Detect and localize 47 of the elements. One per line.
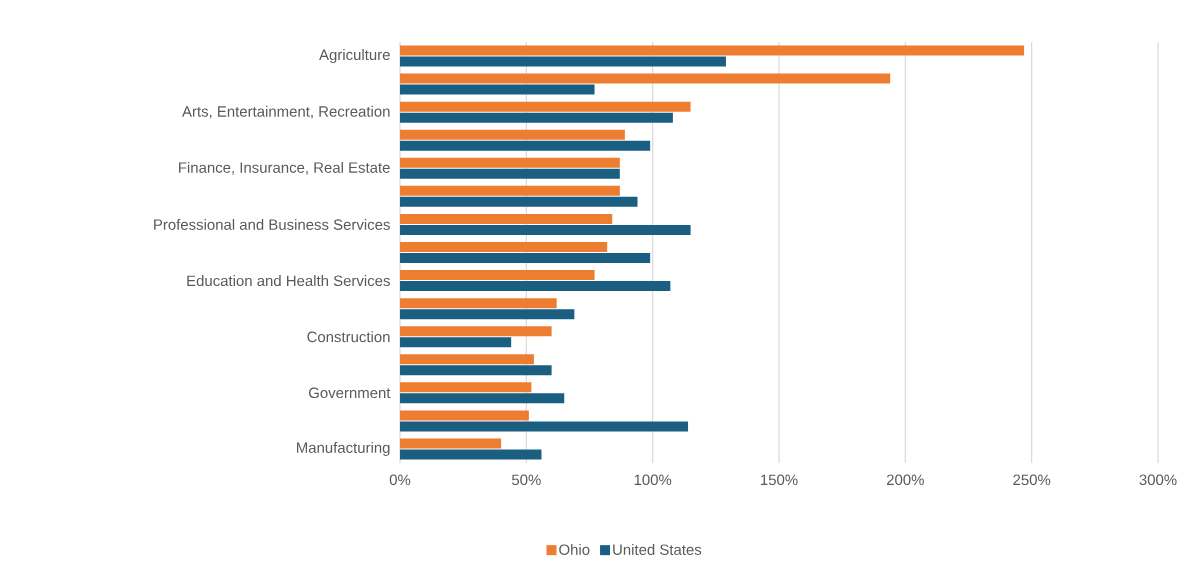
bar [400, 354, 534, 365]
bar [400, 298, 557, 309]
bar [400, 438, 502, 449]
bar [400, 168, 620, 179]
bar [400, 56, 726, 67]
bar [400, 253, 651, 263]
bar [400, 382, 532, 393]
bar [400, 45, 1025, 56]
bar [400, 129, 625, 140]
bar [400, 421, 689, 432]
y-tick-label: Education and Health Services [187, 275, 390, 287]
y-tick-label: Government [309, 387, 391, 399]
bar [400, 281, 671, 292]
x-tick-label: 250% [1013, 474, 1051, 486]
y-tick-label: Arts, Entertainment, Recreation [182, 105, 390, 119]
x-tick-label: 150% [761, 474, 798, 486]
x-tick-label: 200% [886, 474, 924, 486]
bar [400, 196, 638, 207]
legend-label: United States [613, 543, 702, 555]
bar [400, 73, 891, 84]
bar [400, 242, 608, 252]
bar [400, 393, 565, 404]
x-tick-label: 100% [634, 474, 672, 486]
bar [400, 140, 651, 151]
x-tick-label: 300% [1139, 474, 1177, 486]
bar [400, 213, 613, 224]
bar [400, 101, 691, 112]
bar [400, 410, 529, 421]
y-tick-label: Agriculture [319, 49, 390, 63]
bar [400, 270, 595, 281]
legend-label: Ohio [559, 543, 590, 555]
bar [400, 224, 691, 235]
bar [400, 112, 673, 123]
bar [400, 365, 552, 376]
bar [400, 326, 552, 337]
x-tick-label: 0% [389, 474, 411, 486]
x-tick-label: 50% [511, 474, 541, 486]
bar [400, 309, 575, 320]
bar [400, 157, 620, 168]
bar [400, 185, 620, 196]
y-tick-label: Manufacturing [297, 442, 390, 456]
y-tick-label: Professional and Business Services [154, 218, 390, 230]
bar [400, 449, 542, 460]
y-tick-label: Construction [307, 331, 390, 343]
y-tick-label: Finance, Insurance, Real Estate [179, 161, 390, 175]
bar [400, 84, 595, 95]
bar [400, 337, 512, 348]
